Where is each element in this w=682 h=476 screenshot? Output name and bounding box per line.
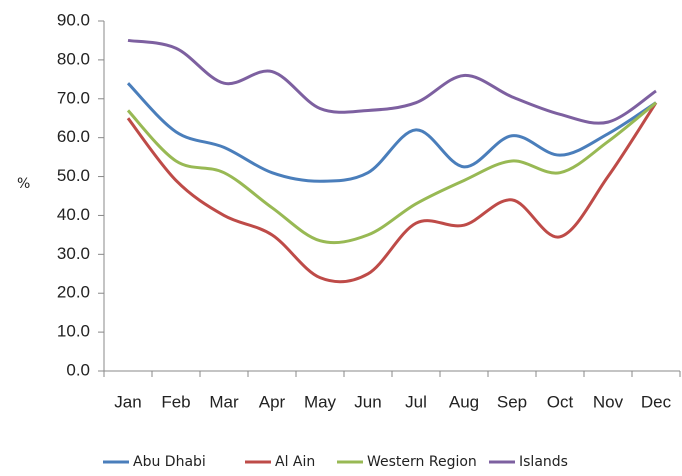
x-tick-label: May — [304, 392, 337, 411]
y-tick-label: 0.0 — [66, 360, 90, 379]
x-tick-label: Dec — [641, 392, 672, 411]
line — [126, 101, 657, 245]
y-tick-label: 30.0 — [57, 244, 90, 263]
line — [126, 101, 658, 284]
legend-label: Western Region — [367, 454, 477, 470]
x-tick-label: Nov — [593, 392, 624, 411]
y-tick-label: 70.0 — [57, 88, 90, 107]
y-tick-label: 40.0 — [57, 205, 90, 224]
y-tick-label: 90.0 — [57, 10, 90, 29]
legend-label: Islands — [519, 454, 568, 470]
x-tick-label: Feb — [161, 392, 190, 411]
legend-label: Al Ain — [275, 454, 315, 470]
x-tick-label: Sep — [497, 392, 527, 411]
y-tick-label: 60.0 — [57, 127, 90, 146]
x-tick-label: Aug — [449, 392, 479, 411]
y-axis-label: % — [17, 176, 30, 192]
y-tick-label: 20.0 — [57, 283, 90, 302]
line — [127, 38, 657, 125]
x-tick-label: Oct — [547, 392, 574, 411]
y-tick-label: 50.0 — [57, 166, 90, 185]
x-tick-label: Jul — [405, 392, 427, 411]
x-tick-label: Mar — [209, 392, 239, 411]
line — [126, 82, 657, 183]
x-tick-label: Apr — [259, 392, 286, 411]
y-tick-label: 80.0 — [57, 49, 90, 68]
y-tick-label: 10.0 — [57, 322, 90, 341]
x-tick-label: Jun — [354, 392, 381, 411]
legend-label: Abu Dhabi — [133, 454, 206, 470]
x-tick-label: Jan — [114, 392, 141, 411]
